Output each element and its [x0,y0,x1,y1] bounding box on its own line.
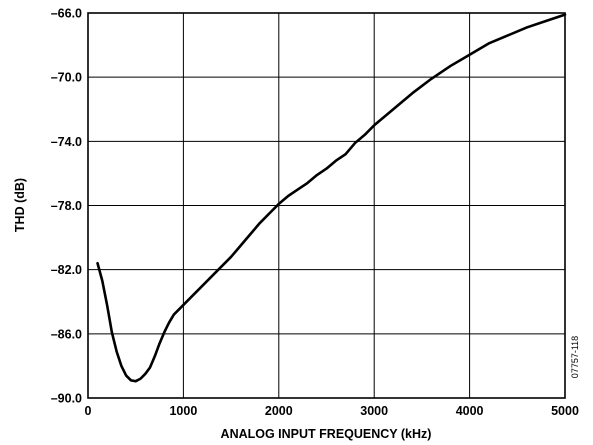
y-tick-label: –66.0 [51,7,82,21]
x-axis-title: ANALOG INPUT FREQUENCY (kHz) [221,427,432,441]
y-tick-labels: –90.0 –86.0 –82.0 –78.0 –74.0 –70.0 –66.0 [51,7,82,406]
y-tick-label: –90.0 [51,392,82,406]
y-tick-label: –74.0 [51,135,82,149]
y-tick-label: –82.0 [51,263,82,277]
x-tick-label: 3000 [360,404,388,418]
thd-series-line [96,13,567,383]
x-tick-label: 4000 [456,404,484,418]
x-tick-label: 0 [85,404,92,418]
x-tick-label: 2000 [265,404,293,418]
y-tick-label: –70.0 [51,71,82,85]
plot-frame [87,12,566,399]
y-tick-label: –78.0 [51,199,82,213]
x-tick-label: 5000 [551,404,579,418]
figure-id-label: 07757-118 [570,336,580,378]
x-tick-label: 1000 [169,404,197,418]
y-axis-title: THD (dB) [13,178,27,232]
y-tick-label: –86.0 [51,327,82,341]
x-tick-labels: 0 1000 2000 3000 4000 5000 [85,404,579,418]
